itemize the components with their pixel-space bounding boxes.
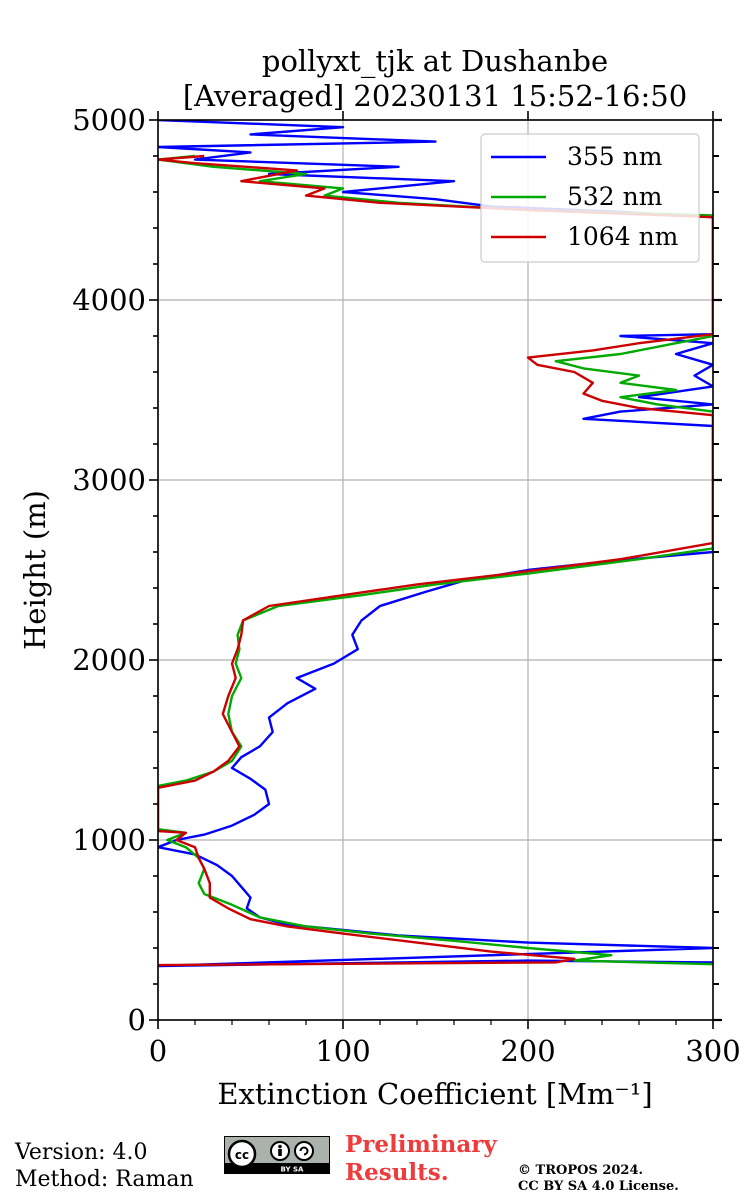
copyright-line-1: © TROPOS 2024. (518, 1163, 644, 1178)
x-tick-label: 200 (500, 1034, 555, 1068)
share-alike-icon (294, 1141, 314, 1161)
y-axis-label: Height (m) (18, 490, 52, 650)
y-tick-label: 1000 (72, 823, 146, 857)
y-tick-label: 3000 (72, 463, 146, 497)
legend-label: 532 nm (567, 182, 663, 211)
preliminary-line-1: Preliminary (345, 1131, 497, 1158)
chart-title: pollyxt_tjk at Dushanbe (262, 44, 608, 79)
series-line-1064-nm (158, 154, 713, 967)
copyright-line-2: CC BY SA 4.0 License. (518, 1179, 679, 1194)
axis-ticks (149, 111, 722, 1029)
cc-icon (227, 1139, 257, 1169)
y-tick-label: 0 (128, 1003, 146, 1037)
license-badge-text: BY SA (281, 1166, 305, 1174)
x-tick-label: 100 (315, 1034, 370, 1068)
legend-label: 1064 nm (567, 222, 679, 251)
chart-subtitle: [Averaged] 20230131 15:52-16:50 (183, 79, 687, 113)
preliminary-results-notice: Preliminary Results. (345, 1131, 497, 1187)
y-tick-label: 2000 (72, 643, 146, 677)
legend: 355 nm 532 nm 1064 nm (480, 133, 700, 263)
plot-frame (157, 119, 714, 1021)
legend-box (480, 133, 700, 263)
series-line-355-nm (158, 120, 713, 968)
x-tick-label: 300 (685, 1034, 740, 1068)
y-tick-label: 4000 (72, 283, 146, 317)
legend-label: 355 nm (567, 142, 663, 171)
y-tick-label: 5000 (72, 103, 146, 137)
version-text: Version: 4.0 (15, 1140, 148, 1165)
x-axis-label: Extinction Coefficient [Mm⁻¹] (217, 1077, 652, 1111)
series-line-532-nm (158, 154, 713, 966)
preliminary-line-2: Results. (345, 1159, 449, 1186)
copyright-notice: © TROPOS 2024. CC BY SA 4.0 License. (518, 1163, 679, 1195)
cc-by-sa-license-badge: cc BY SA (224, 1136, 330, 1174)
method-text: Method: Raman (15, 1167, 194, 1192)
svg-text:cc: cc (235, 1148, 249, 1162)
x-tick-label: 0 (149, 1034, 167, 1068)
series-group (158, 120, 713, 968)
